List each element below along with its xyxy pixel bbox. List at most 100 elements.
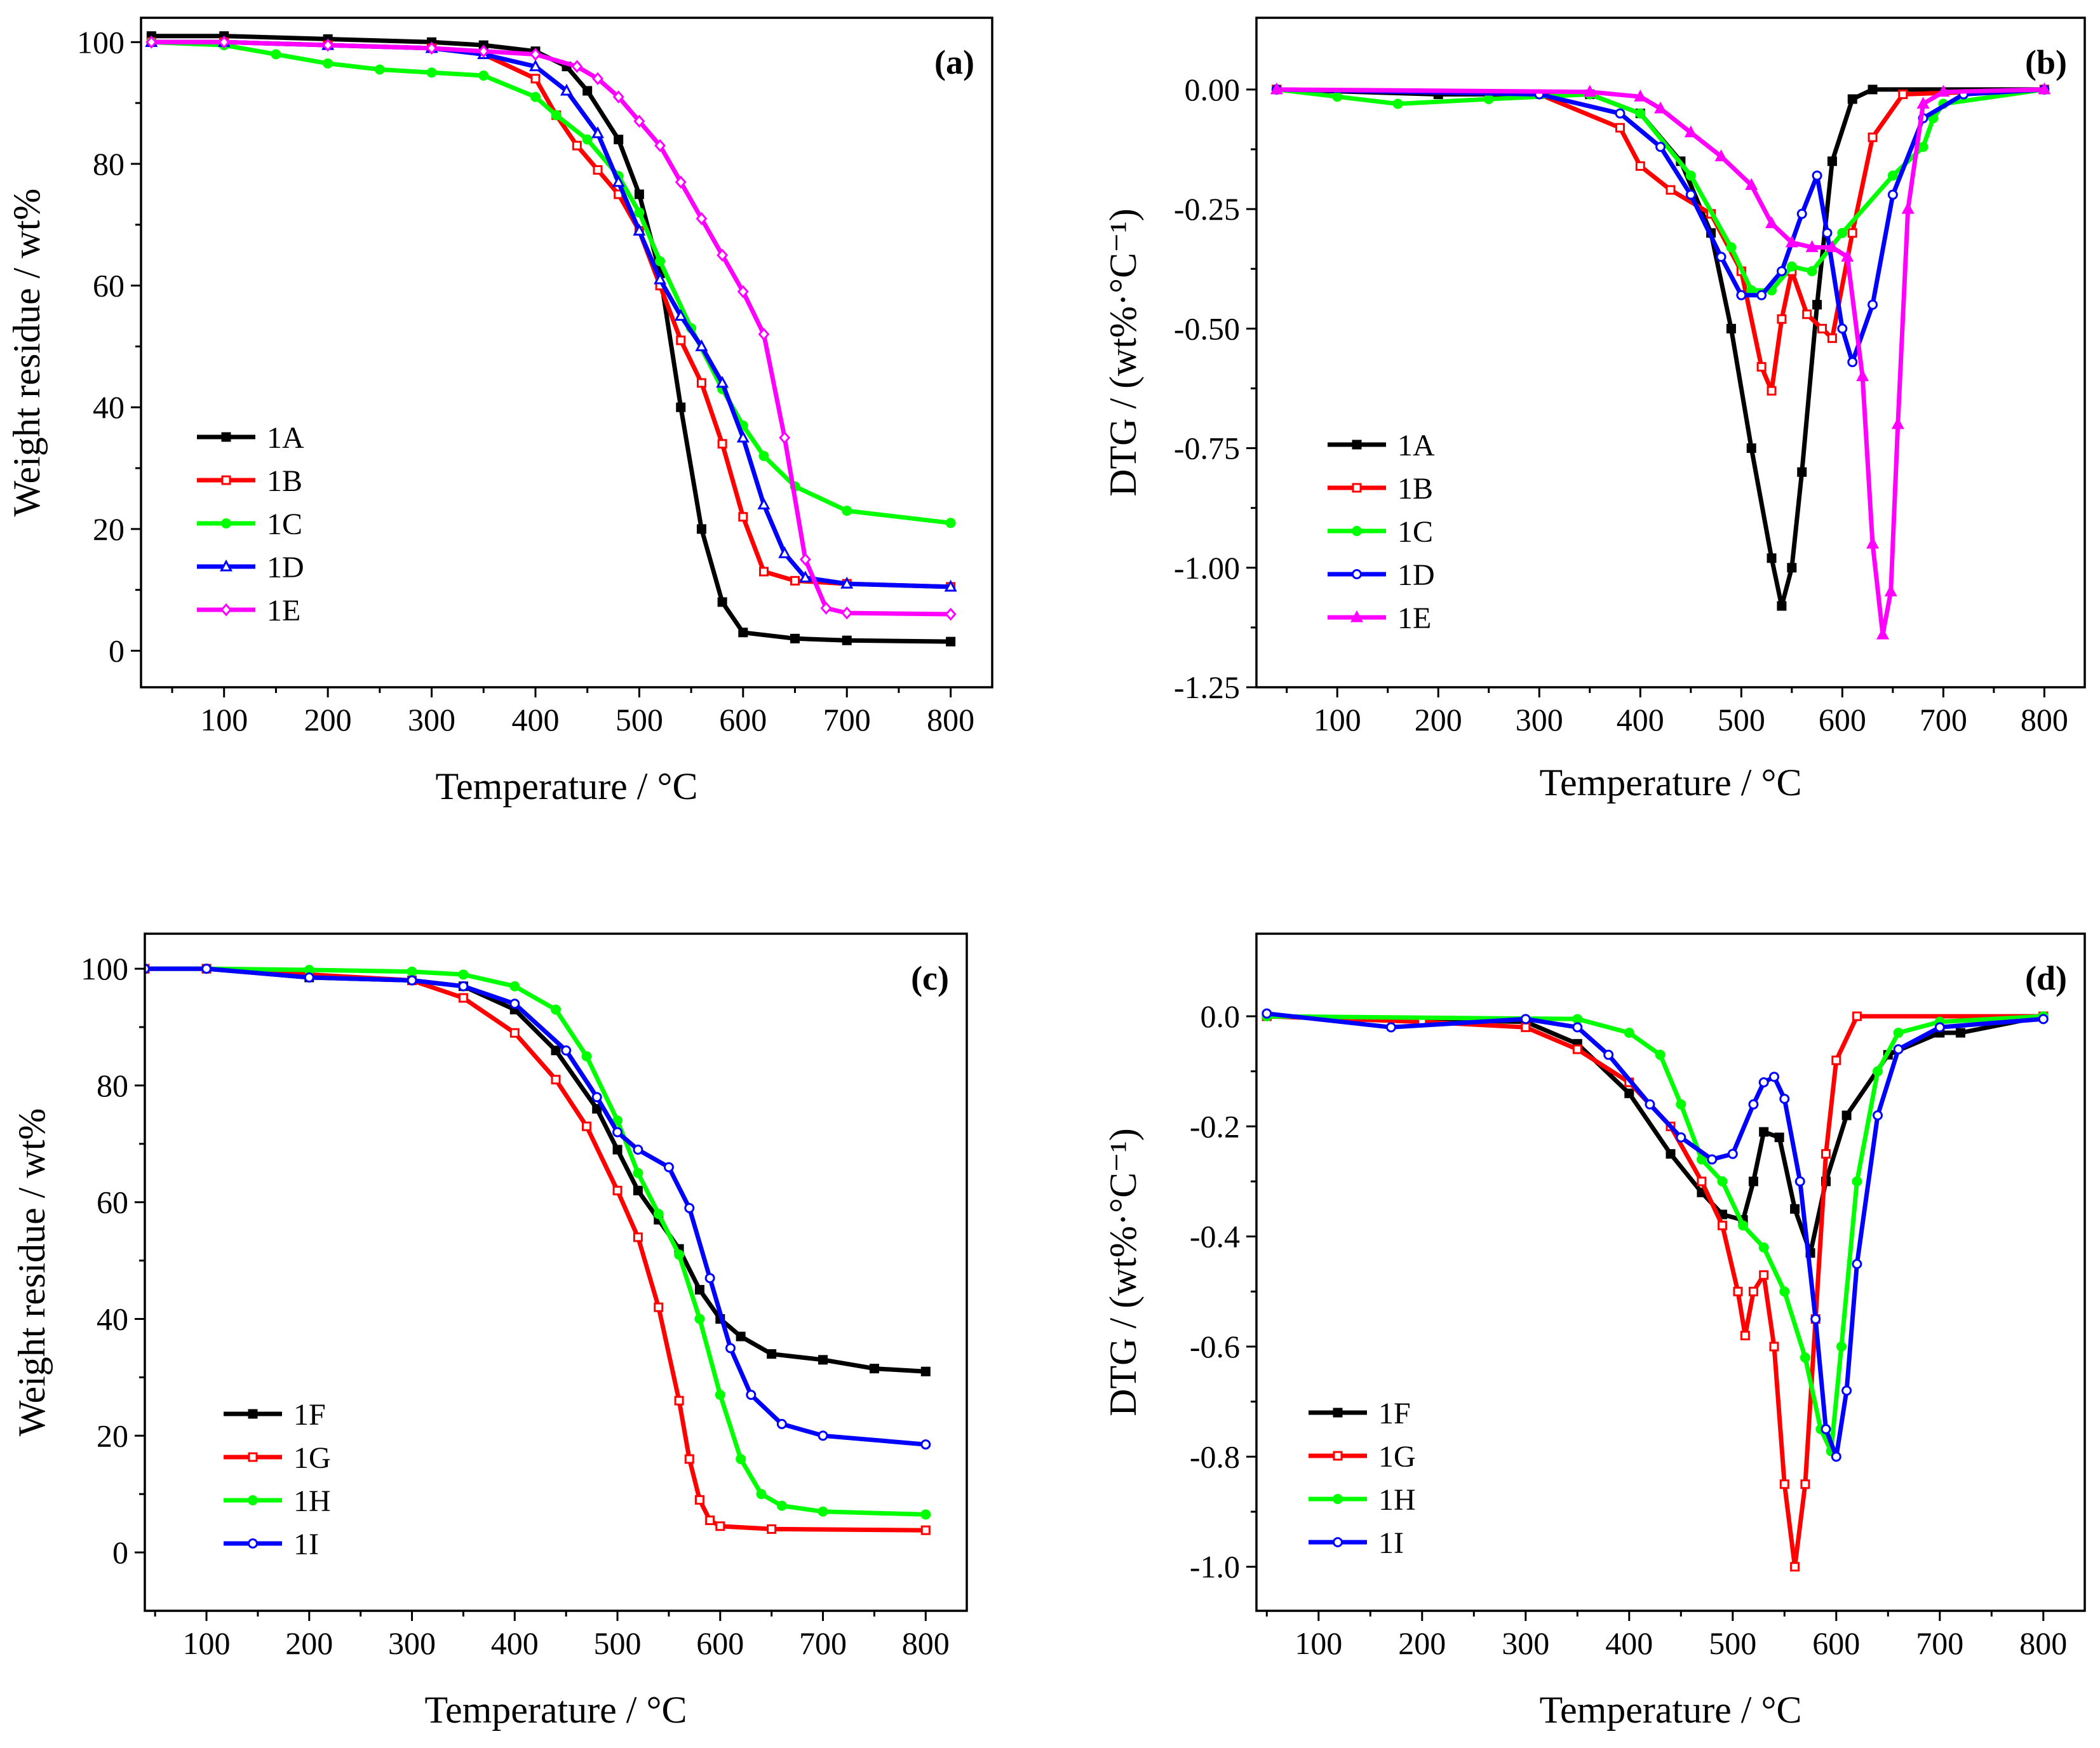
data-point-1H-5 bbox=[509, 981, 520, 992]
data-point-1G-14 bbox=[705, 1516, 715, 1526]
x-tick-label: 600 bbox=[696, 1625, 744, 1661]
data-point-1E-3 bbox=[1654, 101, 1667, 114]
data-point-1I-13 bbox=[1794, 1176, 1805, 1187]
data-point-1I-8 bbox=[612, 1127, 623, 1138]
data-point-1F-9 bbox=[1759, 1127, 1769, 1137]
data-point-1H-10 bbox=[653, 1209, 664, 1220]
legend-label: 1F bbox=[1378, 1397, 1411, 1430]
y-tick-label: 60 bbox=[97, 1185, 128, 1220]
legend: 1F 1G 1H 1I bbox=[1309, 1397, 1416, 1560]
data-point-1A-12 bbox=[696, 524, 706, 534]
data-point-1C-12 bbox=[1837, 227, 1848, 238]
data-point-1H-6 bbox=[551, 1004, 561, 1015]
legend-label: 1F bbox=[293, 1398, 326, 1432]
legend-item-1H: 1H bbox=[224, 1484, 331, 1518]
data-point-1D-17 bbox=[798, 570, 812, 583]
x-axis-title: Temperature / °C bbox=[1540, 1689, 1802, 1731]
data-point-1C-11 bbox=[1807, 266, 1817, 277]
x-tick-label: 800 bbox=[2019, 1625, 2067, 1661]
data-point-1D-12 bbox=[1837, 323, 1848, 334]
data-point-1C-7 bbox=[530, 91, 541, 102]
series-1E bbox=[145, 36, 957, 621]
data-point-1A-8 bbox=[614, 135, 624, 145]
data-point-1B-15 bbox=[738, 512, 748, 522]
data-point-1A-7 bbox=[1746, 443, 1756, 454]
series-1I bbox=[1262, 1008, 2049, 1462]
data-point-1G-15 bbox=[1800, 1479, 1810, 1489]
data-point-1C-18 bbox=[842, 506, 852, 516]
data-point-1I-16 bbox=[1831, 1451, 1841, 1462]
data-point-1I-14 bbox=[1810, 1314, 1821, 1324]
legend-label: 1B bbox=[267, 464, 302, 498]
data-point-1D-13 bbox=[1847, 357, 1858, 368]
legend-swatch-marker bbox=[248, 1409, 258, 1419]
data-point-1B-7 bbox=[1756, 362, 1767, 372]
data-point-1C-3 bbox=[1483, 93, 1494, 104]
data-point-1C-6 bbox=[478, 71, 489, 81]
legend-item-1B: 1B bbox=[197, 464, 302, 498]
legend-item-1C: 1C bbox=[197, 508, 302, 541]
data-point-1E-9 bbox=[633, 114, 645, 128]
data-point-1G-7 bbox=[582, 1121, 592, 1131]
data-point-1I-1 bbox=[201, 964, 212, 974]
data-point-1D-14 bbox=[1868, 299, 1878, 310]
y-tick-label: 0 bbox=[112, 1535, 128, 1570]
data-point-1D-5 bbox=[528, 59, 542, 72]
y-tick-label: 0.0 bbox=[1201, 998, 1241, 1034]
data-point-1A-11 bbox=[676, 402, 686, 412]
x-tick-label: 800 bbox=[2021, 702, 2068, 737]
y-tick-label: 100 bbox=[77, 24, 125, 60]
series-line-1H bbox=[1264, 1014, 2046, 1454]
data-point-1F-16 bbox=[818, 1355, 828, 1365]
data-point-1H-5 bbox=[1696, 1154, 1707, 1165]
legend-swatch-marker bbox=[221, 432, 231, 442]
data-point-1A-9 bbox=[634, 189, 644, 199]
data-point-1H-3 bbox=[1655, 1049, 1666, 1060]
data-point-1E-7 bbox=[592, 72, 604, 86]
data-point-1I-19 bbox=[1873, 1110, 1883, 1120]
x-tick-label: 800 bbox=[902, 1625, 950, 1661]
data-point-1B-7 bbox=[572, 140, 582, 151]
data-point-1D-6 bbox=[1736, 290, 1747, 300]
legend-label: 1E bbox=[267, 594, 300, 628]
data-point-1I-15 bbox=[1821, 1424, 1831, 1434]
data-point-1I-2 bbox=[1520, 1014, 1531, 1025]
x-tick-label: 800 bbox=[927, 702, 974, 737]
data-point-1F-17 bbox=[1955, 1028, 1965, 1038]
data-point-1E-10 bbox=[654, 138, 666, 152]
panel-label: (b) bbox=[2025, 43, 2067, 81]
y-tick-label: -1.00 bbox=[1174, 550, 1240, 586]
legend-swatch-marker bbox=[221, 475, 231, 485]
series-1I bbox=[145, 964, 931, 1450]
data-point-1D-11 bbox=[674, 309, 687, 321]
data-point-1E-11 bbox=[675, 175, 687, 189]
x-tick-label: 500 bbox=[1718, 702, 1765, 737]
data-point-1D-10 bbox=[654, 272, 667, 285]
y-tick-label: -0.8 bbox=[1190, 1439, 1240, 1474]
legend-label: 1C bbox=[1397, 515, 1433, 549]
data-point-1H-6 bbox=[1717, 1176, 1728, 1187]
x-tick-label: 500 bbox=[1709, 1625, 1756, 1661]
data-point-1A-13 bbox=[717, 597, 727, 607]
data-point-1A-7 bbox=[582, 86, 593, 96]
legend-item-1I: 1I bbox=[224, 1528, 319, 1561]
legend-label: 1A bbox=[1397, 429, 1435, 462]
data-point-1G-13 bbox=[1779, 1479, 1789, 1489]
series-1E bbox=[1270, 82, 2051, 640]
legend-label: 1H bbox=[1378, 1483, 1416, 1517]
data-point-1I-8 bbox=[1727, 1148, 1738, 1159]
data-point-1H-13 bbox=[715, 1389, 725, 1400]
x-tick-label: 700 bbox=[799, 1625, 847, 1661]
legend-label: 1E bbox=[1397, 602, 1431, 635]
data-point-1C-4 bbox=[374, 64, 385, 75]
data-point-1G-11 bbox=[674, 1395, 684, 1406]
data-point-1I-20 bbox=[1893, 1044, 1904, 1054]
legend-swatch-marker bbox=[1333, 1494, 1343, 1504]
legend-item-1D: 1D bbox=[197, 551, 304, 584]
data-point-1H-8 bbox=[612, 1115, 623, 1126]
series-line-1G bbox=[145, 966, 928, 1533]
data-point-1B-4 bbox=[1666, 185, 1676, 195]
data-point-1F-11 bbox=[1790, 1204, 1800, 1214]
y-tick-label: 20 bbox=[97, 1418, 128, 1453]
